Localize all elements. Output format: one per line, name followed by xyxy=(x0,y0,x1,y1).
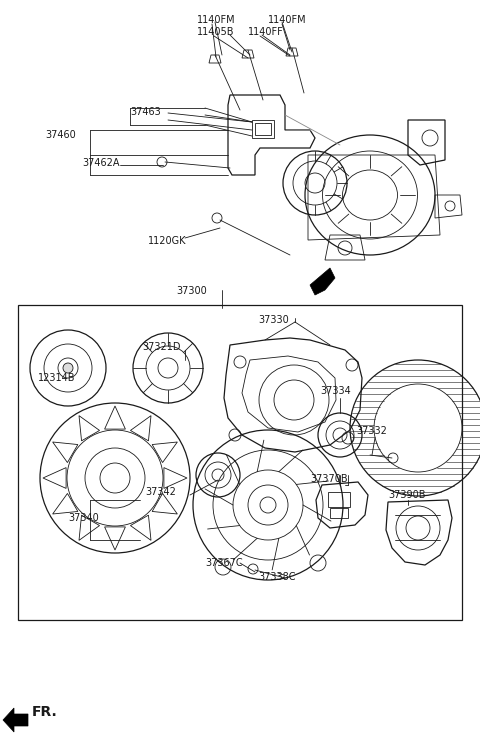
Text: 1120GK: 1120GK xyxy=(148,236,187,246)
Text: 37342: 37342 xyxy=(145,487,176,497)
Text: FR.: FR. xyxy=(32,705,58,719)
Bar xyxy=(328,492,350,507)
Bar xyxy=(252,120,274,138)
Polygon shape xyxy=(3,708,28,732)
Text: 37340: 37340 xyxy=(68,513,99,523)
Text: 12314B: 12314B xyxy=(38,373,75,383)
Polygon shape xyxy=(209,55,221,63)
Text: 37338C: 37338C xyxy=(258,572,296,582)
Polygon shape xyxy=(310,268,335,295)
Text: 11405B: 11405B xyxy=(197,27,235,37)
Text: 1140FM: 1140FM xyxy=(197,15,236,25)
Bar xyxy=(330,508,348,518)
Bar xyxy=(18,305,462,620)
Text: 37460: 37460 xyxy=(45,130,76,140)
Text: 37463: 37463 xyxy=(130,107,161,117)
Text: 37390B: 37390B xyxy=(388,490,425,500)
Polygon shape xyxy=(286,48,298,56)
Text: 37300: 37300 xyxy=(177,286,207,296)
Bar xyxy=(255,123,271,135)
Text: 1140FF: 1140FF xyxy=(248,27,284,37)
Text: 1140FM: 1140FM xyxy=(268,15,307,25)
Text: 37334: 37334 xyxy=(320,386,351,396)
Text: 37370B: 37370B xyxy=(310,474,348,484)
Text: 37367C: 37367C xyxy=(205,558,242,568)
Text: 37332: 37332 xyxy=(356,426,387,436)
Text: 37321D: 37321D xyxy=(142,342,180,352)
Text: 37330: 37330 xyxy=(258,315,289,325)
Circle shape xyxy=(63,363,73,373)
Text: 37462A: 37462A xyxy=(82,158,120,168)
Polygon shape xyxy=(242,50,254,58)
